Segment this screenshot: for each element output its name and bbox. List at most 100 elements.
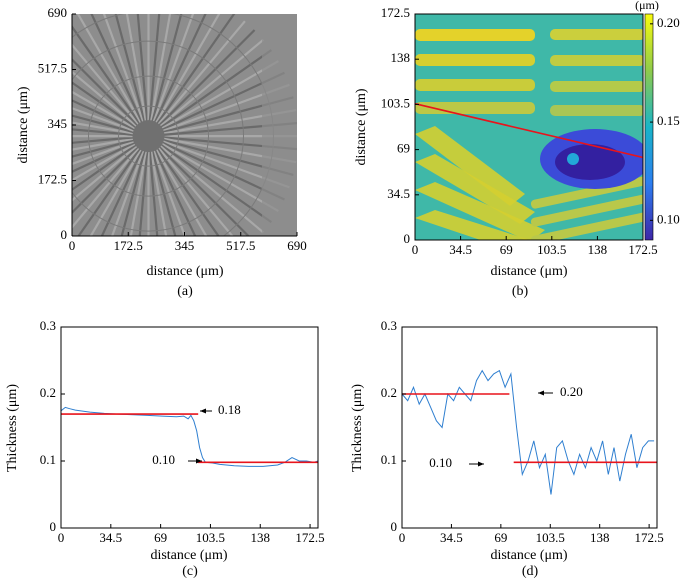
x-tick-label: 34.5: [449, 242, 472, 257]
x-axis-label: distance (μm): [490, 548, 567, 563]
x-tick-label: 69: [500, 242, 513, 257]
pattern-ray: [147, 135, 208, 236]
profile-line: [414, 102, 644, 159]
x-tick-label: 345: [175, 238, 195, 253]
thickness-profile: [401, 369, 655, 495]
pattern-ray: [72, 135, 149, 166]
panel-caption: (b): [512, 284, 529, 299]
pattern-ray: [72, 58, 150, 137]
panel: 0.20 0.10 0 34.5 69 103.5 138 172.5 0 0.1 0.2 0.3 di…: [350, 318, 664, 579]
pattern-ring: [88, 75, 209, 197]
x-tick-label: 138: [250, 530, 270, 545]
heatmap-spot: [567, 153, 579, 165]
pattern-ray: [147, 14, 172, 137]
y-tick-label: 69: [397, 141, 410, 156]
axes-frame: [60, 326, 319, 529]
panel: 0.10 0.15 0.20 (μm) 0 34.5 69 103.5 138 172.5 0 34.…: [354, 0, 680, 299]
pattern-ring: [118, 105, 179, 167]
y-tick-label: 0.3: [40, 318, 56, 333]
pattern-center: [132, 120, 165, 153]
pattern-ray: [147, 135, 187, 236]
y-axis-label: distance (μm): [16, 86, 31, 163]
pattern-ray: [72, 70, 150, 137]
x-tick-label: 34.5: [440, 530, 463, 545]
annotation: 0.20: [560, 384, 583, 399]
pattern-ray: [72, 135, 150, 215]
y-tick-label: 0.1: [381, 452, 397, 467]
x-tick-label: 0: [58, 530, 65, 545]
pattern-ray: [147, 135, 168, 236]
y-tick-label: 0.2: [381, 385, 397, 400]
heatmap-stripe: [550, 81, 643, 92]
colorbar-tick-label: 0.20: [657, 15, 680, 30]
x-tick-label: 517.5: [226, 238, 255, 253]
pattern-ray: [147, 135, 220, 236]
pattern-ray: [72, 135, 150, 229]
colorbar-tick-label: 0.15: [657, 113, 680, 128]
heatmap-stripe: [415, 182, 545, 240]
y-axis-label: Thickness (μm): [5, 384, 20, 472]
pattern-ray: [72, 121, 149, 138]
x-tick-label: 172.5: [295, 530, 324, 545]
axes-frame: [414, 13, 644, 241]
heatmap-stripe: [415, 210, 530, 240]
x-axis-label: distance (μm): [490, 264, 567, 279]
pattern-ray: [100, 135, 150, 236]
heatmap-stripe: [415, 54, 535, 66]
y-tick-label: 690: [48, 5, 68, 20]
pattern-ray: [147, 14, 161, 137]
pattern-ray: [72, 43, 150, 137]
x-tick-label: 172.5: [634, 530, 663, 545]
y-tick-label: 103.5: [381, 95, 410, 110]
y-tick-label: 172.5: [38, 171, 67, 186]
y-tick-label: 0.2: [40, 385, 56, 400]
annotation-arrowhead: [200, 408, 206, 414]
pattern-ray: [72, 99, 149, 138]
x-tick-label: 0: [69, 238, 76, 253]
pattern-ray: [138, 136, 150, 236]
heatmap-stripe: [530, 194, 643, 227]
pattern-fade: [262, 14, 297, 236]
pattern-ray: [72, 135, 149, 173]
y-tick-label: 0: [61, 227, 68, 242]
pattern-ray: [72, 107, 149, 138]
annotation-arrowhead: [538, 390, 544, 396]
heatmap: [415, 14, 643, 240]
y-tick-label: 34.5: [387, 186, 410, 201]
annotation: 0.10: [429, 455, 452, 470]
heatmap-stripe: [530, 212, 643, 240]
thickness-profile: [60, 406, 319, 467]
annotation: 0.10: [152, 452, 175, 467]
x-tick-label: 69: [154, 530, 167, 545]
colorbar: [644, 13, 654, 241]
x-tick-label: 69: [494, 530, 507, 545]
x-tick-label: 103.5: [537, 242, 566, 257]
y-tick-label: 0: [50, 519, 57, 534]
y-tick-label: 0.3: [381, 318, 397, 333]
x-tick-label: 103.5: [196, 530, 225, 545]
y-tick-label: 0: [404, 231, 411, 246]
pattern-ray: [136, 14, 150, 137]
pattern-ray: [110, 135, 150, 236]
pattern-ray: [147, 135, 177, 236]
heatmap-stripe: [415, 154, 535, 224]
x-axis-label: distance (μm): [146, 264, 223, 279]
micrograph-pattern: [72, 14, 297, 236]
x-axis-label: distance (μm): [150, 548, 227, 563]
colorbar-label: (μm): [635, 0, 659, 12]
x-tick-label: 0: [412, 242, 419, 257]
annotation-arrowhead: [478, 461, 484, 467]
panel: 0 172.5 345 517.5 690 0 172.5 345 517.5 690 distan…: [16, 5, 307, 299]
pattern-ray: [72, 90, 150, 138]
pattern-ring: [72, 40, 244, 232]
heatmap-stripe: [550, 29, 643, 40]
y-tick-label: 0: [391, 519, 398, 534]
y-axis-label: Thickness (μm): [350, 384, 365, 472]
heatmap-stripe: [415, 79, 535, 91]
x-tick-label: 172.5: [114, 238, 143, 253]
heatmap-low: [555, 144, 625, 180]
pattern-ray: [72, 135, 150, 182]
panel: 0.18 0.10 0 34.5 69 103.5 138 172.5 0 0.1 0.2 0.3 di…: [5, 318, 324, 579]
pattern-ray: [72, 81, 150, 138]
